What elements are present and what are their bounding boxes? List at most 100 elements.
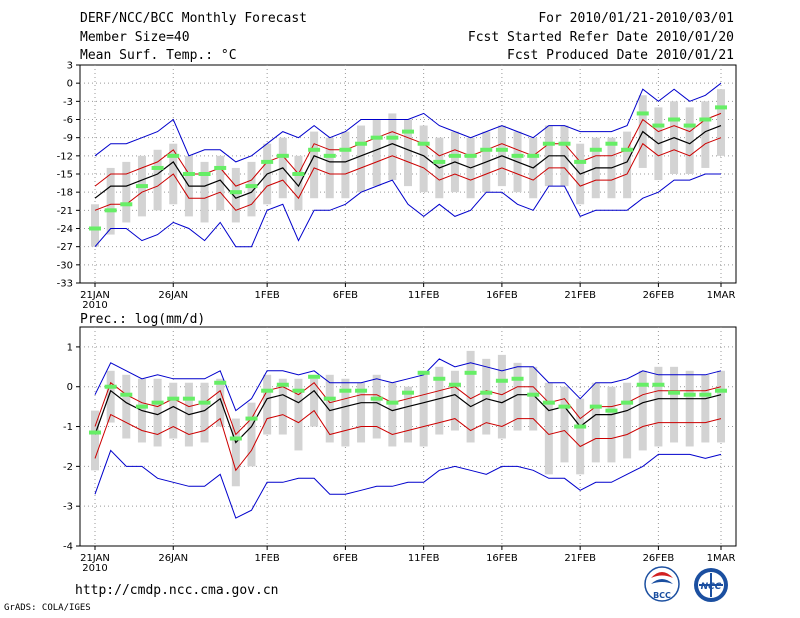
grads-credit: GrADS: COLA/IGES xyxy=(4,603,91,613)
prec-observed-marker xyxy=(589,404,602,409)
prec-spread-bar xyxy=(153,378,162,447)
temp-spread-bar xyxy=(419,125,428,193)
prec-observed-marker xyxy=(417,370,430,375)
temp-spread-bar xyxy=(357,125,366,193)
temp-observed-marker xyxy=(715,105,727,110)
prec-observed-marker xyxy=(198,400,211,405)
temp-spread-bar xyxy=(388,113,397,181)
temp-observed-marker xyxy=(668,117,681,122)
prec-observed-marker xyxy=(276,382,289,387)
temp-observed-marker xyxy=(511,153,524,158)
prec-observed-marker xyxy=(668,390,681,395)
prec-spread-bar xyxy=(638,370,647,451)
temp-ytick-label: -12 xyxy=(57,151,73,162)
temp-xtick-label: 21JAN xyxy=(80,290,110,301)
prec-spread-bar xyxy=(404,386,412,443)
prec-spread-bar xyxy=(497,354,506,439)
prec-xtick-label: 26FEB xyxy=(643,553,675,564)
prec-observed-marker xyxy=(323,396,336,401)
temp-observed-marker xyxy=(355,141,368,146)
prec-observed-marker xyxy=(652,382,665,387)
prec-xtick-label: 11FEB xyxy=(408,553,440,564)
variable-label: Mean Surf. Temp.: °C xyxy=(80,48,237,63)
prec-spread-bar xyxy=(106,370,115,423)
prec-ytick-label: -4 xyxy=(63,542,73,553)
prec-spread-bar xyxy=(200,382,209,443)
temp-observed-marker xyxy=(135,184,148,189)
temp-observed-marker xyxy=(621,147,634,152)
temp-observed-marker xyxy=(292,172,305,176)
prec-observed-marker xyxy=(151,400,164,405)
temp-ytick-label: -30 xyxy=(57,260,73,271)
temp-observed-marker xyxy=(151,165,164,170)
temp-spread-bar xyxy=(91,204,99,247)
prec-spread-bar xyxy=(482,358,491,435)
prec-spread-bar xyxy=(247,402,256,467)
temp-spread-bar xyxy=(341,131,350,199)
temp-spread-bar xyxy=(247,161,256,217)
prec-observed-marker xyxy=(120,392,133,397)
temp-spread-bar xyxy=(685,107,694,174)
temp-series-line-4 xyxy=(94,173,721,248)
prec-xtick-label: 6FEB xyxy=(333,553,358,564)
temp-xtick-label: 21FEB xyxy=(564,290,596,301)
temp-ytick-label: -6 xyxy=(63,115,73,126)
prec-observed-marker xyxy=(495,378,508,383)
prec-observed-marker xyxy=(261,388,274,393)
prec-plot-frame xyxy=(79,326,737,547)
prec-observed-marker xyxy=(308,374,321,379)
prec-spread-bar xyxy=(450,370,459,431)
temp-observed-marker xyxy=(214,165,227,170)
temp-ytick-label: 0 xyxy=(67,79,73,90)
temp-series-line-2 xyxy=(94,137,722,211)
prec-observed-marker xyxy=(167,396,180,401)
temp-observed-marker xyxy=(339,147,352,152)
prec-spread-bar xyxy=(278,378,287,435)
prec-observed-marker xyxy=(89,430,101,435)
temp-ytick-label: -24 xyxy=(57,224,73,235)
temp-xtick-label: 11FEB xyxy=(408,290,440,301)
temp-spread-bar xyxy=(310,131,319,199)
prec-series-line-3 xyxy=(94,358,722,412)
temp-observed-marker xyxy=(464,153,477,158)
prec-observed-marker xyxy=(182,396,195,401)
temp-xtick-label: 16FEB xyxy=(486,290,518,301)
prec-observed-marker xyxy=(104,384,117,389)
temp-observed-marker xyxy=(120,202,133,207)
prec-xtick-label: 16FEB xyxy=(486,553,518,564)
prec-observed-marker xyxy=(621,400,634,405)
temp-observed-marker xyxy=(589,147,602,152)
temp-ytick-label: -9 xyxy=(63,133,73,144)
prec-spread-bar xyxy=(419,370,428,447)
prec-ytick-label: -3 xyxy=(63,502,73,513)
member-size-label: Member Size=40 xyxy=(80,30,190,45)
prec-ytick-label: 1 xyxy=(67,342,73,353)
temp-observed-marker xyxy=(370,135,383,140)
prec-ytick-label: -2 xyxy=(63,462,73,473)
temp-observed-marker xyxy=(605,141,618,146)
prec-spread-bar xyxy=(91,410,99,471)
temp-observed-marker xyxy=(308,147,321,152)
prec-observed-marker xyxy=(527,392,540,397)
prec-spread-bar xyxy=(591,382,600,463)
temp-observed-marker xyxy=(683,123,696,128)
temp-observed-marker xyxy=(480,147,493,152)
prec-spread-bar xyxy=(325,374,334,443)
temp-observed-marker xyxy=(699,117,712,122)
temp-observed-marker xyxy=(417,141,430,146)
prec-panel: 1 0 -1 -2 -3 -4 21JAN 26JAN 1FEB 6FEB 11FEB 16FEB 21… xyxy=(63,326,737,574)
prec-spread-bar xyxy=(513,362,522,431)
prec-spread-bar xyxy=(341,378,350,447)
prec-observed-marker xyxy=(715,388,727,393)
prec-spread-bar xyxy=(576,398,585,475)
temp-observed-marker xyxy=(527,153,540,158)
temp-observed-marker xyxy=(261,159,274,164)
prec-observed-marker xyxy=(214,380,227,385)
prec-observed-marker xyxy=(480,390,493,395)
prec-xtick-label: 26JAN xyxy=(158,553,188,564)
temp-observed-marker xyxy=(89,226,101,231)
source-url[interactable]: http://cmdp.ncc.cma.gov.cn xyxy=(75,583,279,598)
prec-observed-marker xyxy=(558,404,571,409)
prec-spread-bar xyxy=(701,374,710,443)
temp-panel: 3 0 -3 -6 -9 -12 -15 -18 -21 -24 -27 -30 -33 21JAN 26J… xyxy=(57,61,737,311)
